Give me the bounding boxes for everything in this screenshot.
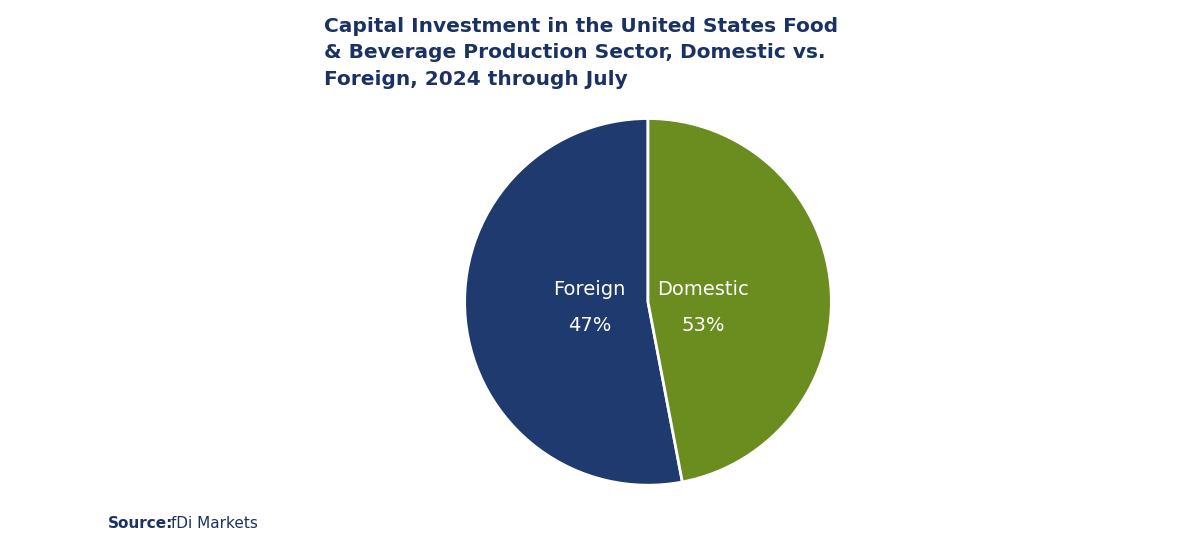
Wedge shape <box>464 119 683 485</box>
Text: 53%: 53% <box>682 316 725 335</box>
Text: 47%: 47% <box>568 316 611 335</box>
Text: Foreign: Foreign <box>553 280 625 299</box>
Text: Domestic: Domestic <box>658 280 749 299</box>
Text: Capital Investment in the United States Food
& Beverage Production Sector, Domes: Capital Investment in the United States … <box>324 17 838 89</box>
Text: fDi Markets: fDi Markets <box>166 516 258 531</box>
Text: Source:: Source: <box>108 516 173 531</box>
Wedge shape <box>648 119 832 482</box>
